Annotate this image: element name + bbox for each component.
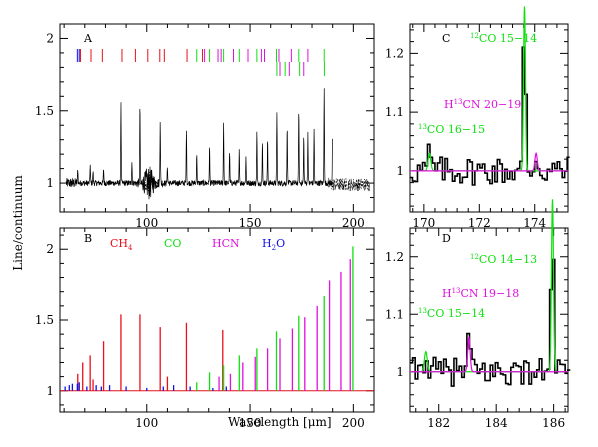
annotation-c-h13cn-text: CN 20−19 xyxy=(463,98,522,111)
y-tick-label-a: 2 xyxy=(46,31,54,45)
x-axis-title: Wavelength [μm] xyxy=(228,415,332,429)
x-tick-label-b: 150 xyxy=(239,416,262,430)
annotation-d-h13cn-sup: 13 xyxy=(452,287,461,295)
legend-ch4: CH4 xyxy=(110,237,133,252)
y-tick-label-b: 1.5 xyxy=(35,313,54,327)
observed-spectrum-dashed-tail xyxy=(328,177,370,192)
annotation-c-13co-text: CO 16−15 xyxy=(427,123,485,136)
observed-spectrum-line xyxy=(65,88,333,200)
x-axis-title-main: Wavelength [ xyxy=(228,415,308,429)
legend-co-label: CO xyxy=(164,237,181,250)
annotation-c-12co-15-14: 12CO 15−14 xyxy=(470,32,537,45)
panel-frame-d xyxy=(409,227,569,413)
y-tick-label-a: 1 xyxy=(46,176,54,190)
x-tick-label-d: 182 xyxy=(427,416,450,430)
x-tick-label-c: 174 xyxy=(523,216,546,230)
annotation-c-12co-sup: 12 xyxy=(470,32,479,40)
y-tick-label-b: 1 xyxy=(46,384,54,398)
annotation-d-13co-sup: 13 xyxy=(418,307,427,315)
panel-letter-c: C xyxy=(442,32,450,45)
x-axis-title-mu: μ xyxy=(308,415,316,429)
x-tick-label-b: 200 xyxy=(342,416,365,430)
y-tick-label-a: 1.5 xyxy=(35,104,54,118)
annotation-d-h13cn-prefix: H xyxy=(442,287,452,300)
legend-ch4-sub: 4 xyxy=(128,244,133,252)
observed-spectrum-dashed-gap xyxy=(138,171,160,194)
annotation-d-12co-sup: 12 xyxy=(470,253,479,261)
x-tick-label-c: 170 xyxy=(412,216,435,230)
panel-b: 1 1.5 2 100 150 200 xyxy=(35,227,375,430)
x-tick-label-d: 186 xyxy=(542,416,565,430)
x-tick-label-a: 200 xyxy=(342,216,365,230)
annotation-d-h13cn-19-18: H13CN 19−18 xyxy=(442,287,519,300)
x-tick-label-d: 184 xyxy=(485,416,508,430)
panel-frame-b xyxy=(59,227,375,413)
y-tick-label-c: 1 xyxy=(396,164,404,178)
annotation-c-12co-text: CO 15−14 xyxy=(479,32,537,45)
panel-letter-d: D xyxy=(442,232,451,245)
panel-a: 1 1.5 2 100 150 200 xyxy=(35,23,375,230)
x-tick-label-b: 100 xyxy=(135,416,158,430)
legend-hcn: HCN xyxy=(212,237,240,250)
legend-h2o-label-after: O xyxy=(276,237,285,250)
y-tick-label-c: 1.2 xyxy=(385,46,404,60)
panel-c: 1 1.1 1.2 170 172 174 xyxy=(385,6,570,230)
model-curve-hcn-d xyxy=(410,335,568,373)
y-tick-label-d: 1.1 xyxy=(385,307,404,321)
panel-letter-a: A xyxy=(83,32,93,45)
y-tick-label-b: 2 xyxy=(46,242,54,256)
x-tick-label-a: 150 xyxy=(239,216,262,230)
y-axis-title: Line/continuum xyxy=(11,175,25,271)
observed-histogram-c xyxy=(410,46,570,186)
x-tick-label-c: 172 xyxy=(468,216,491,230)
annotation-d-12co-text: CO 14−13 xyxy=(479,253,537,266)
annotation-c-13co-16-15: 13CO 16−15 xyxy=(418,123,485,136)
legend-h2o: H2O xyxy=(262,237,285,252)
model-curve-hcn-c xyxy=(410,152,568,172)
x-tick-label-a: 100 xyxy=(135,216,158,230)
annotation-d-h13cn-text: CN 19−18 xyxy=(461,287,520,300)
y-tick-label-c: 1.1 xyxy=(385,105,404,119)
legend-hcn-label: HCN xyxy=(212,237,240,250)
panel-d: 1 1.1 1.2 182 184 186 xyxy=(385,199,571,430)
panel-letter-b: B xyxy=(84,232,92,245)
observed-histogram-d xyxy=(410,258,571,387)
panel-frame-c xyxy=(409,23,569,213)
annotation-c-h13cn-prefix: H xyxy=(444,98,454,111)
annotation-d-13co-15-14: 13CO 15−14 xyxy=(418,307,485,320)
x-axis-title-unit: m] xyxy=(316,415,332,429)
legend-ch4-label: CH xyxy=(110,237,128,250)
annotation-d-12co-14-13: 12CO 14−13 xyxy=(470,253,537,266)
annotation-c-h13cn-20-19: H13CN 20−19 xyxy=(444,98,521,111)
legend-h2o-label: H xyxy=(262,237,272,250)
annotation-d-13co-text: CO 15−14 xyxy=(427,307,485,320)
legend-co: CO xyxy=(164,237,181,250)
annotation-c-h13cn-sup: 13 xyxy=(454,98,463,106)
y-tick-label-d: 1.2 xyxy=(385,250,404,264)
y-tick-label-d: 1 xyxy=(396,365,404,379)
annotation-c-13co-sup: 13 xyxy=(418,123,427,131)
panel-frame-a xyxy=(59,23,375,213)
legend-h2o-sub: 2 xyxy=(272,244,276,252)
